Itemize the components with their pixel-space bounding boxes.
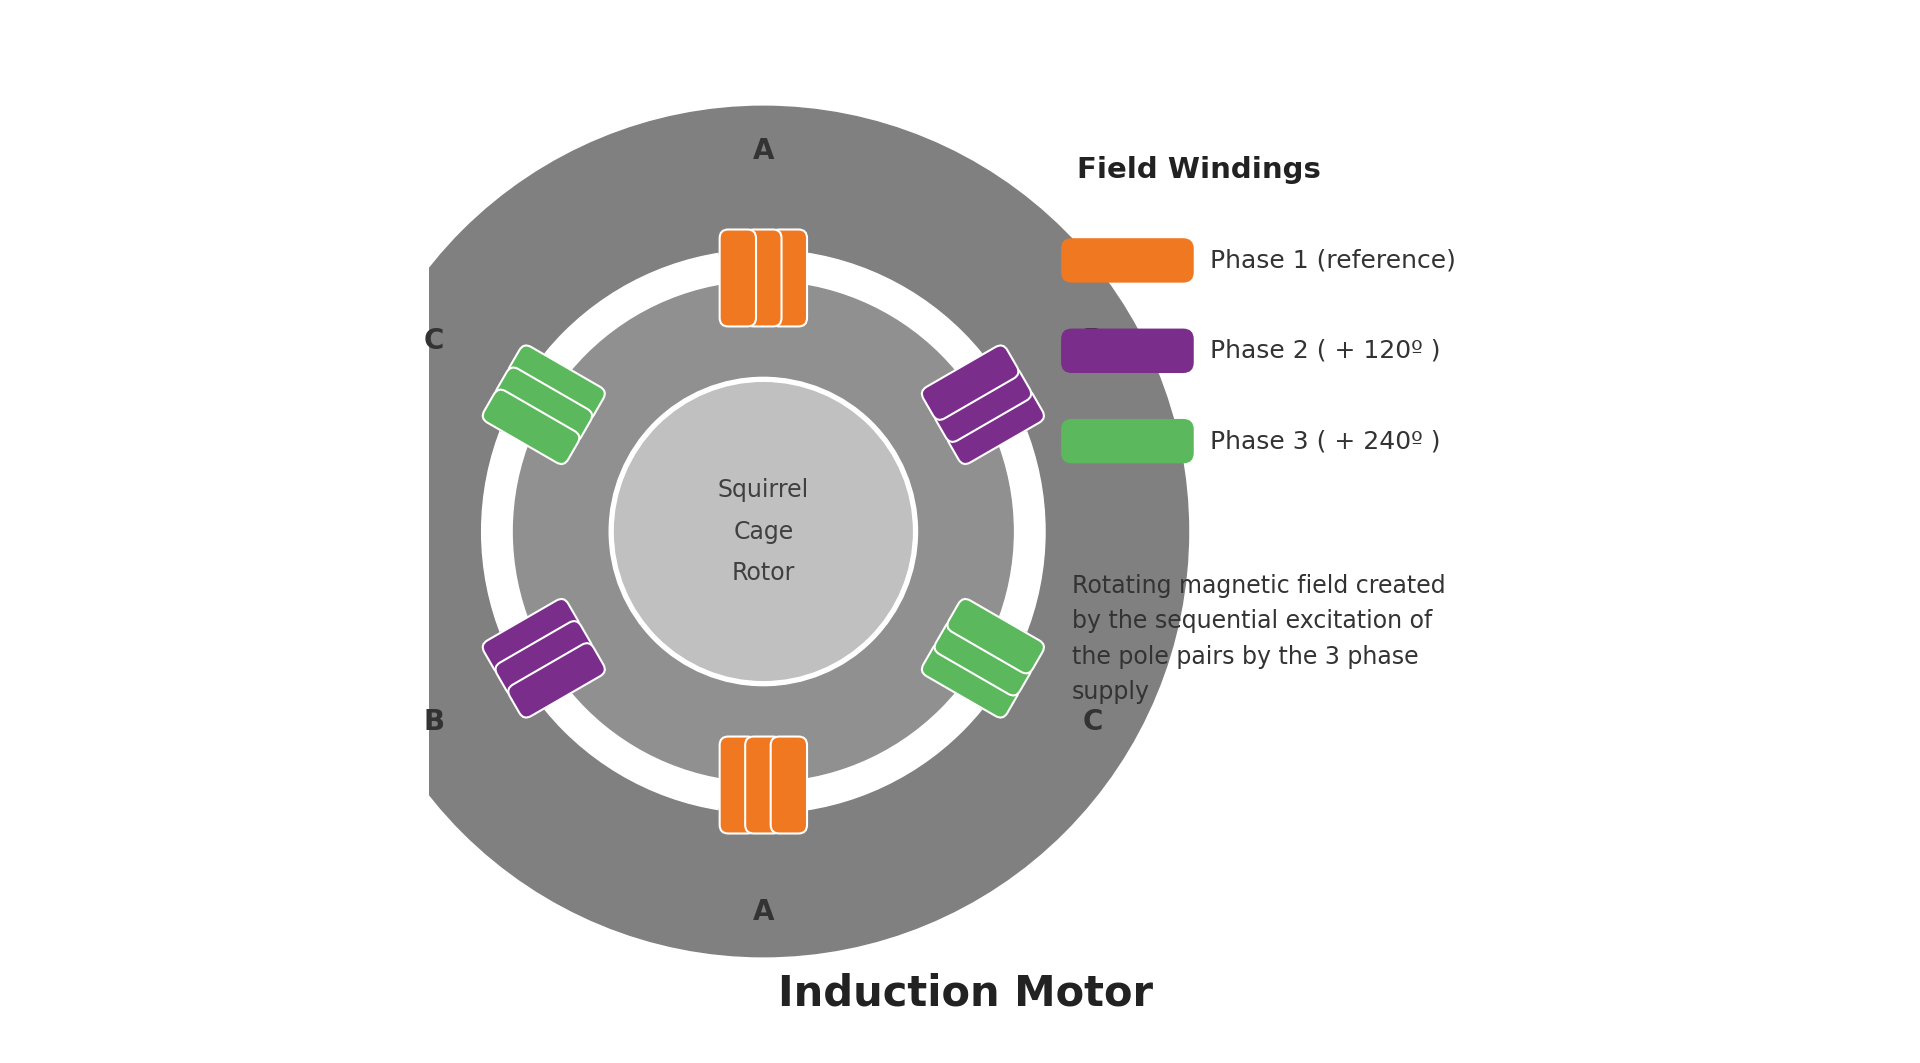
FancyBboxPatch shape	[720, 737, 756, 833]
Wedge shape	[929, 612, 993, 681]
FancyBboxPatch shape	[947, 389, 1044, 465]
Text: A: A	[753, 137, 774, 165]
Text: Phase 1 (reference): Phase 1 (reference)	[1210, 249, 1455, 272]
FancyBboxPatch shape	[922, 345, 1018, 420]
Wedge shape	[720, 250, 808, 311]
FancyBboxPatch shape	[770, 230, 806, 326]
Wedge shape	[937, 354, 1027, 452]
FancyBboxPatch shape	[745, 737, 781, 833]
Circle shape	[614, 383, 912, 680]
Text: C: C	[424, 327, 444, 355]
Wedge shape	[720, 752, 808, 813]
FancyBboxPatch shape	[1062, 238, 1194, 283]
FancyBboxPatch shape	[1062, 328, 1194, 373]
FancyBboxPatch shape	[770, 737, 806, 833]
Circle shape	[482, 250, 1044, 813]
Wedge shape	[534, 612, 597, 681]
Circle shape	[609, 377, 918, 686]
Circle shape	[513, 282, 1014, 781]
Wedge shape	[534, 382, 597, 451]
Text: C: C	[1083, 708, 1104, 736]
FancyBboxPatch shape	[720, 230, 756, 326]
Wedge shape	[733, 738, 793, 781]
Wedge shape	[937, 611, 1027, 709]
Text: Induction Motor: Induction Motor	[778, 973, 1152, 1015]
FancyBboxPatch shape	[1062, 419, 1194, 463]
FancyBboxPatch shape	[482, 598, 580, 674]
FancyBboxPatch shape	[935, 621, 1031, 695]
FancyBboxPatch shape	[509, 643, 605, 718]
Text: Squirrel
Cage
Rotor: Squirrel Cage Rotor	[718, 478, 808, 585]
Circle shape	[492, 260, 1035, 803]
Text: Rotating magnetic field created
by the sequential excitation of
the pole pairs b: Rotating magnetic field created by the s…	[1071, 574, 1446, 704]
FancyBboxPatch shape	[947, 598, 1044, 674]
Text: Phase 2 ( + 120º ): Phase 2 ( + 120º )	[1210, 339, 1440, 362]
FancyBboxPatch shape	[935, 368, 1031, 442]
FancyBboxPatch shape	[495, 621, 591, 695]
Text: A: A	[753, 898, 774, 926]
Circle shape	[338, 106, 1188, 957]
Wedge shape	[501, 354, 589, 452]
FancyBboxPatch shape	[745, 230, 781, 326]
Wedge shape	[501, 611, 589, 709]
FancyBboxPatch shape	[509, 345, 605, 420]
Text: B: B	[1083, 327, 1104, 355]
Text: Phase 3 ( + 240º ): Phase 3 ( + 240º )	[1210, 429, 1440, 453]
FancyBboxPatch shape	[482, 389, 580, 465]
FancyBboxPatch shape	[922, 643, 1018, 718]
Wedge shape	[929, 382, 993, 451]
Text: B: B	[422, 708, 444, 736]
Wedge shape	[733, 282, 793, 325]
Text: Field Windings: Field Windings	[1077, 156, 1321, 184]
FancyBboxPatch shape	[495, 368, 591, 442]
